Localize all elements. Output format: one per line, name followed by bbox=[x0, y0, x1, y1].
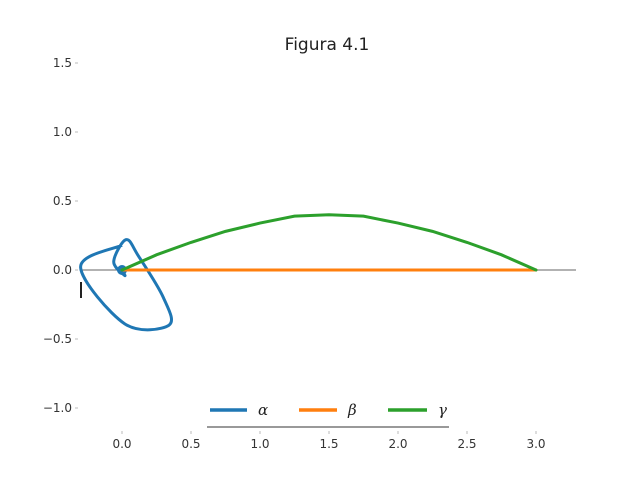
x-tick-label: 0.0 bbox=[112, 437, 131, 451]
y-tick-label: 0.5 bbox=[53, 194, 72, 208]
y-tick-label: −0.5 bbox=[43, 332, 72, 346]
y-tick-label: −1.0 bbox=[43, 401, 72, 415]
x-tick-label: 2.0 bbox=[388, 437, 407, 451]
x-tick-label: 1.5 bbox=[319, 437, 338, 451]
x-tick-label: 2.5 bbox=[457, 437, 476, 451]
x-axis: 0.0 0.5 1.0 1.5 2.0 2.5 3.0 bbox=[112, 431, 546, 451]
legend: α β γ bbox=[207, 401, 449, 428]
chart-title: Figura 4.1 bbox=[285, 35, 370, 55]
y-tick-label: 0.0 bbox=[53, 263, 72, 277]
legend-label: β bbox=[347, 401, 357, 419]
legend-label: α bbox=[258, 401, 268, 419]
y-tick-label: 1.5 bbox=[53, 56, 72, 70]
x-tick-label: 3.0 bbox=[526, 437, 545, 451]
y-axis: 1.5 1.0 0.5 0.0 −0.5 −1.0 bbox=[43, 56, 78, 415]
x-tick-label: 1.0 bbox=[250, 437, 269, 451]
x-tick-label: 0.5 bbox=[181, 437, 200, 451]
legend-label: γ bbox=[438, 401, 447, 419]
series-layer bbox=[79, 213, 538, 332]
y-tick-label: 1.0 bbox=[53, 125, 72, 139]
series-line-gamma bbox=[120, 213, 538, 272]
